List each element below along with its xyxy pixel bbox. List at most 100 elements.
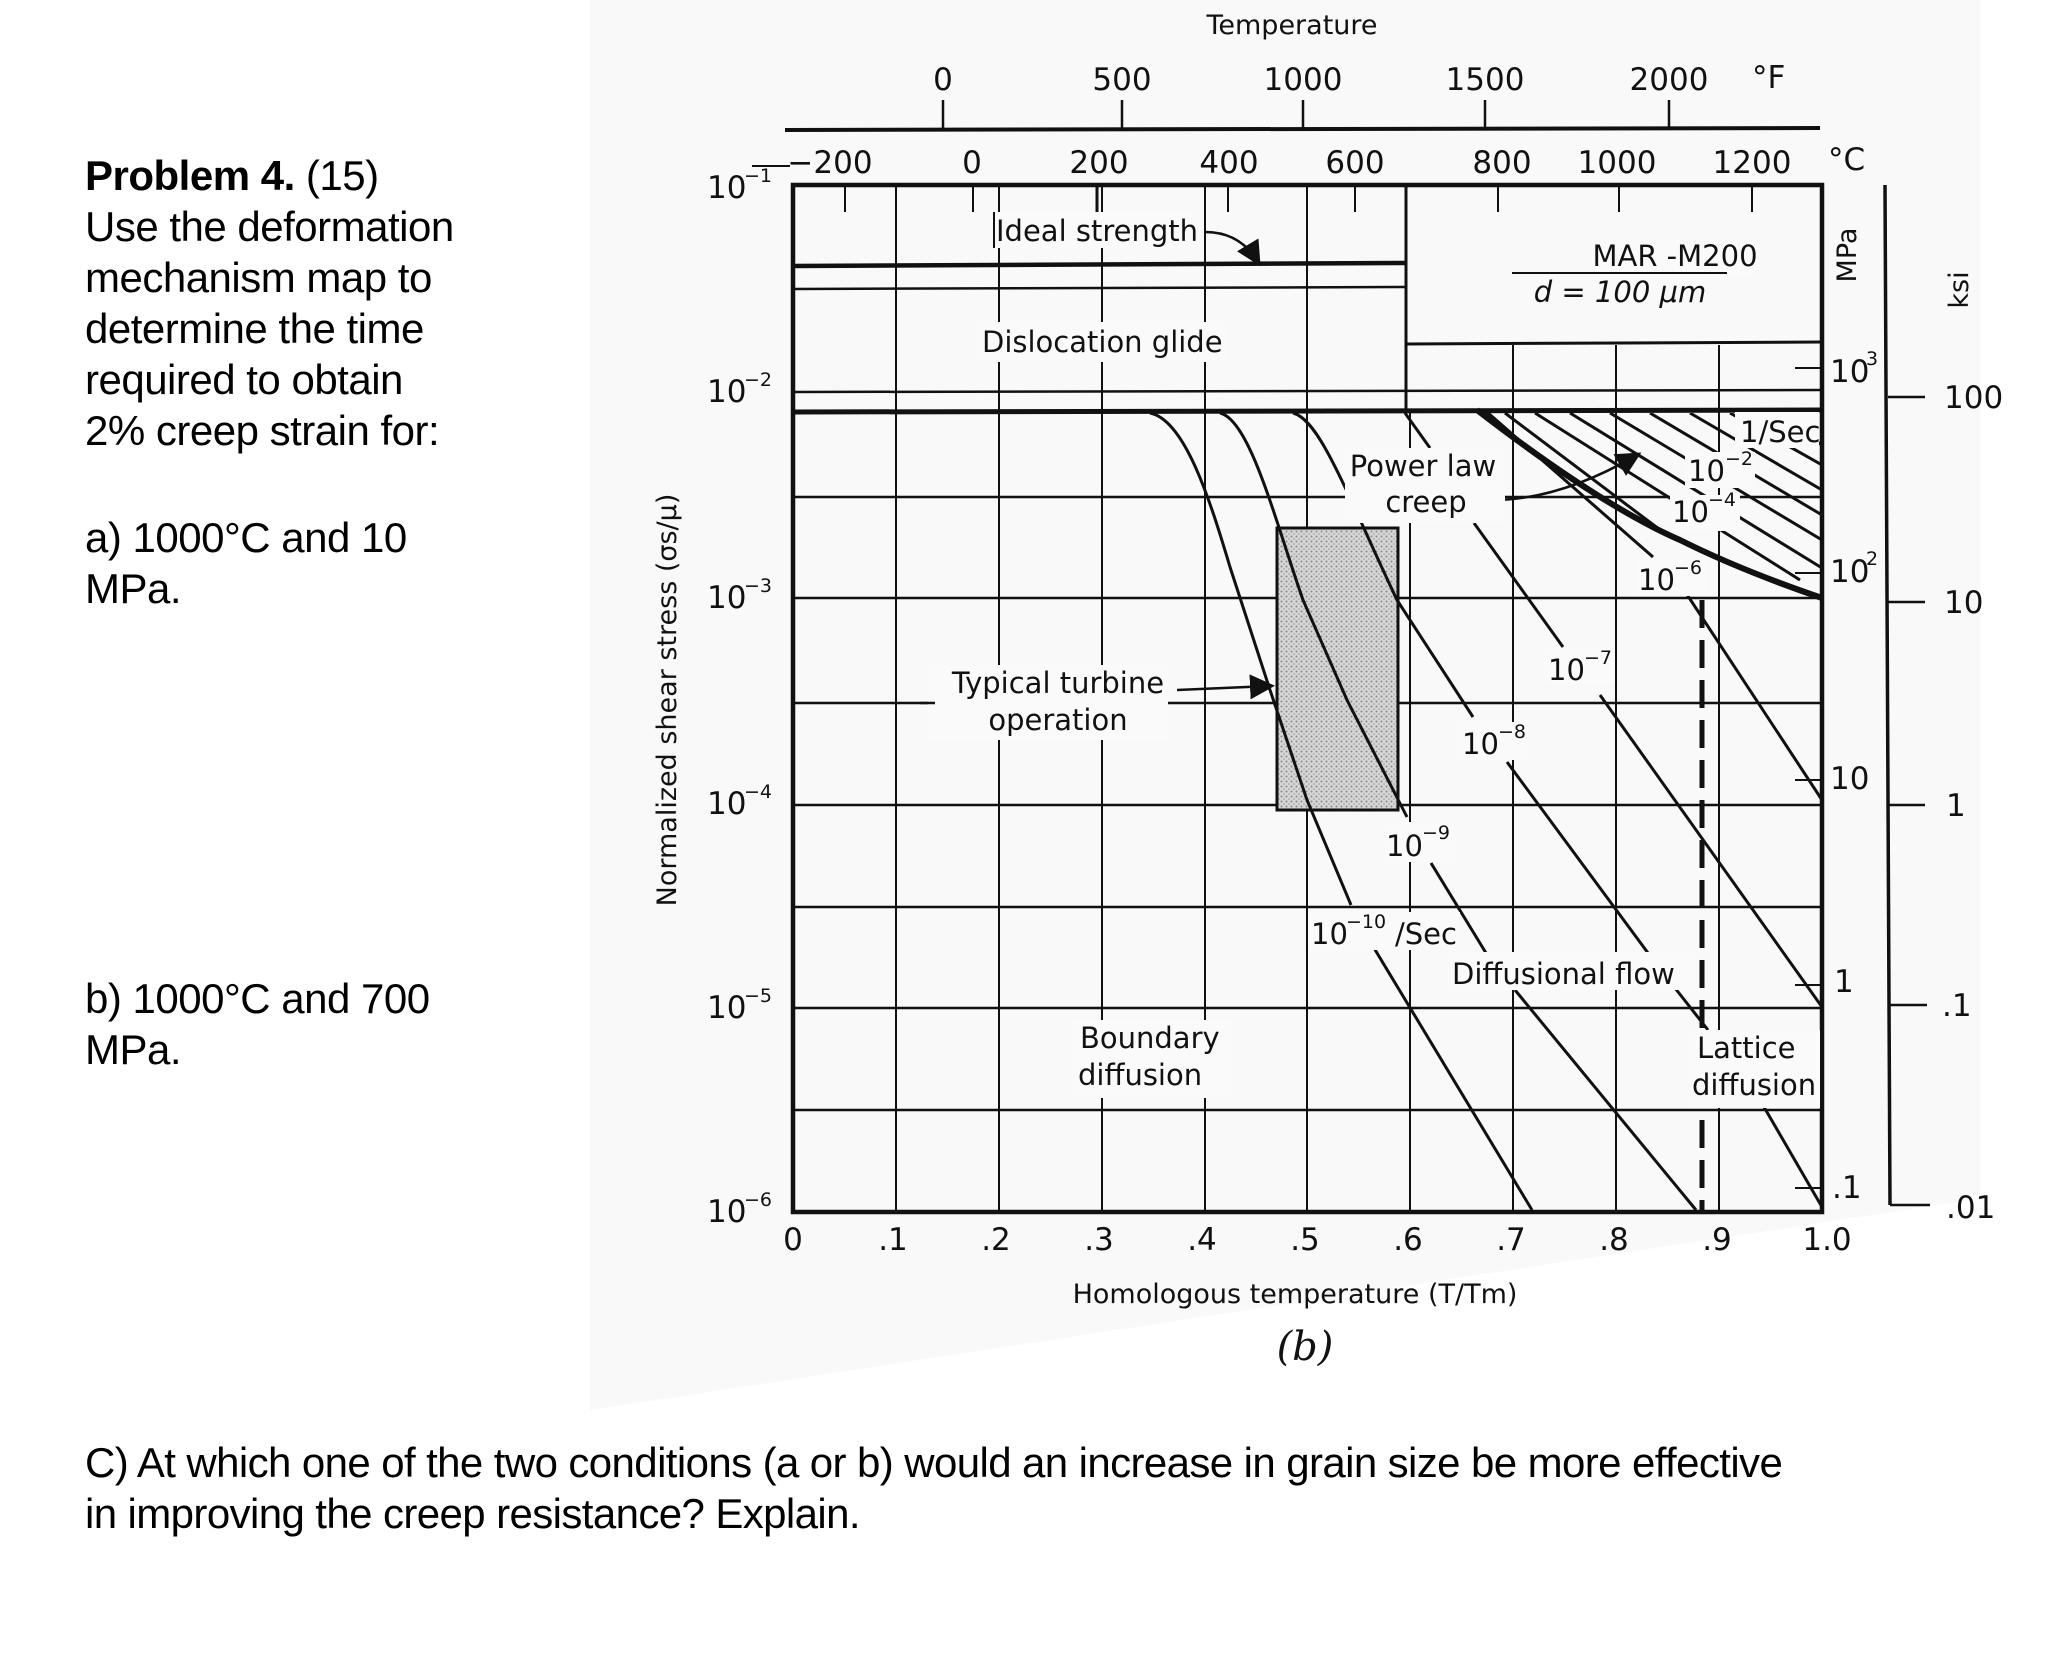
x-tick: .7 [1496,1222,1526,1258]
celsius-tick: −200 [787,145,872,181]
ksi-tick: 10 [1944,585,1983,621]
ksi-axis [1883,184,1930,1207]
top-axis-title: Temperature [1205,10,1377,41]
label-lattice-diffusion: diffusion [1692,1068,1816,1102]
x-tick: .5 [1290,1222,1320,1258]
mpa-ticks: 10 3 10 2 10 1 .1 [1830,348,1878,1206]
mpa-axis-label: MPa [1832,228,1863,283]
contour-1e-6-upper [1486,410,1654,559]
rate-1e-10: 10 [1311,917,1348,951]
contour-1e-10 [1149,411,1353,906]
y-tick-exp: −4 [744,781,772,803]
ksi-tick: .01 [1946,1190,1995,1226]
label-boundary-diffusion: diffusion [1078,1058,1202,1092]
celsius-tick: 600 [1325,145,1384,181]
part-b: b) 1000°C and 700 MPa. [85,973,430,1075]
rate-1e-2-exp: −2 [1725,448,1753,470]
label-ideal-strength: Ideal strength [996,214,1198,248]
contour-lattice-corner [1762,1106,1824,1208]
fahrenheit-axis [784,100,1821,132]
ksi-tick: .1 [1942,988,1972,1024]
rate-1e-9-exp: −9 [1422,822,1450,844]
y-axis-label: Normalized shear stress (σs/μ) [652,494,683,907]
strain-rate-contours [1149,410,1824,1211]
fahrenheit-tick: 500 [1092,62,1151,98]
part-b-line: MPa. [85,1026,182,1073]
powerlaw-short-line [1403,412,1432,449]
label-diffusional-flow: Diffusional flow [1452,957,1675,991]
mpa-tick: 10 [1830,354,1869,390]
problem-statement: Problem 4. (15) Use the deformation mech… [85,150,454,456]
mpa-tick: 10 [1830,554,1869,590]
contour-1e-8-diffusional [1505,761,1650,954]
rate-1e-8-exp: −8 [1498,721,1526,743]
y-tick-exp: −6 [744,1189,772,1211]
rate-1e-8: 10 [1462,727,1499,761]
ksi-tick: 100 [1944,380,2003,416]
contour-1e-8 [1292,411,1475,718]
x-tick: 0 [783,1222,803,1258]
y-tick: 10 [707,374,746,410]
y-tick: 10 [707,1194,746,1230]
y-tick: 10 [707,170,746,206]
rate-1e-9: 10 [1386,829,1423,863]
label-operation: operation [988,703,1127,737]
mpa-tick: 1 [1834,964,1854,1000]
problem-intro-line: required to obtain [85,356,403,403]
turbine-arrow [1176,674,1275,700]
mpa-tick: 10 [1830,761,1869,797]
power-law-upper-boundary [1475,407,1823,601]
fahrenheit-tick: 1500 [1446,62,1525,98]
rate-1e-7-exp: −7 [1584,647,1612,669]
contour-1e-7 [1472,522,1565,648]
part-a-line: a) 1000°C and 10 [85,514,407,561]
celsius-tick: 400 [1199,145,1258,181]
mpa-tick-exp: 2 [1866,548,1878,570]
label-lattice: Lattice [1697,1031,1796,1065]
x-tick: .9 [1702,1222,1732,1258]
fahrenheit-tick: 0 [933,62,953,98]
fahrenheit-unit: °F [1752,60,1785,96]
y-tick-exp: −1 [744,165,772,187]
y-tick-exp: −5 [744,985,772,1007]
y-tick-exp: −2 [744,369,772,391]
material-name: MAR -M200 [1592,239,1757,273]
x-tick: .3 [1084,1222,1114,1258]
contour-1e-10-diffusional [1372,947,1534,1211]
figure-caption: (b) [1277,1324,1334,1370]
problem-intro-line: mechanism map to [85,254,432,301]
label-dislocation-glide: Dislocation glide [982,325,1223,359]
problem-intro-line: determine the time [85,305,424,352]
x-axis-label: Homologous temperature (T/Tm) [1073,1279,1518,1310]
part-c-line: in improving the creep resistance? Expla… [85,1490,861,1537]
celsius-tick: 800 [1472,145,1531,181]
rate-1e-4-exp: −4 [1708,489,1736,511]
ideal-strength-arrow [1204,230,1261,267]
part-c-line: C) At which one of the two conditions (a… [85,1439,1783,1486]
contour-1e-9-diffusional [1429,862,1488,954]
x-axis-ticks: 0 .1 .2 .3 .4 .5 .6 .7 .8 .9 1.0 [783,1222,1852,1258]
rate-1e-10-exp: −10 [1346,911,1386,933]
rate-1e-2: 10 [1688,454,1725,488]
problem-points: (15) [294,152,379,199]
celsius-unit: °C [1828,142,1865,178]
region-labels: Ideal strength Dislocation glide MAR -M2… [920,212,1820,1108]
celsius-tick: 1200 [1713,145,1792,181]
rate-1-per-sec: 1/Sec [1740,415,1820,449]
x-tick: .1 [878,1222,908,1258]
x-tick: .6 [1393,1222,1423,1258]
y-tick: 10 [707,786,746,822]
rate-1e-10-unit: /Sec [1395,917,1457,951]
rate-1e-6-exp: −6 [1674,557,1702,579]
ksi-tick: 1 [1946,788,1966,824]
y-tick: 10 [707,580,746,616]
rate-labels: 1/Sec 10 −2 10 −4 10 −6 10 −7 10 −8 10 −… [1308,412,1820,951]
x-tick: .2 [981,1222,1011,1258]
rate-1e-7: 10 [1548,653,1585,687]
celsius-tick: 0 [962,145,982,181]
mpa-tick-exp: 3 [1866,348,1878,370]
part-a: a) 1000°C and 10 MPa. [85,512,407,614]
problem-title: Problem 4. [85,152,295,199]
ksi-ticks: 100 10 1 .1 .01 [1942,380,2003,1226]
